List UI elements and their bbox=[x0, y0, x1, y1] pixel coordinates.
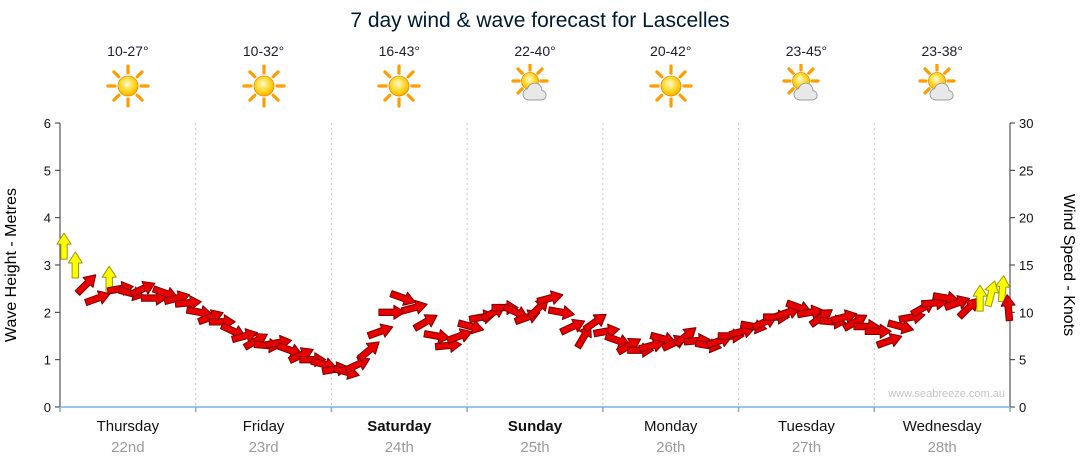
wind-arrow bbox=[287, 347, 314, 364]
axis-text: 5 bbox=[1019, 353, 1026, 368]
wind-arrow bbox=[592, 323, 621, 339]
wind-arrow bbox=[943, 295, 971, 311]
weather-icons-row bbox=[60, 64, 1010, 114]
day-label-thursday: Thursday 22nd bbox=[60, 418, 196, 456]
wind-arrow bbox=[796, 304, 824, 320]
day-date: 26th bbox=[656, 439, 686, 456]
axis-text: 0 bbox=[1019, 400, 1026, 415]
wind-arrow bbox=[174, 295, 202, 311]
axis-text: 20 bbox=[1019, 211, 1033, 226]
axis-text: 3 bbox=[44, 258, 51, 273]
wind-arrow bbox=[231, 328, 258, 343]
wind-arrow bbox=[400, 299, 428, 315]
temp-range-saturday: 16-43° bbox=[378, 43, 420, 59]
axis-text: 25 bbox=[1019, 163, 1033, 178]
wind-arrow bbox=[67, 251, 83, 279]
temp-range-tuesday: 23-45° bbox=[785, 43, 828, 59]
axis-text: 2 bbox=[44, 305, 51, 320]
wind-arrow bbox=[129, 281, 156, 298]
day-date: 24th bbox=[384, 439, 414, 456]
axis-text: 6 bbox=[44, 116, 51, 131]
wind-arrow bbox=[875, 332, 903, 349]
day-name: Sunday bbox=[507, 418, 563, 435]
wind-arrow bbox=[423, 328, 451, 344]
axis-text: 30 bbox=[1019, 116, 1033, 131]
axis-text: 0 bbox=[44, 400, 51, 415]
day-name: Monday bbox=[644, 418, 698, 435]
wind-arrow bbox=[536, 290, 564, 306]
axis-text: www.seabreeze.com.au bbox=[887, 388, 1005, 400]
wind-arrow bbox=[378, 304, 406, 320]
axis-text: 10 bbox=[1019, 305, 1033, 320]
day-label-saturday: Saturday 24th bbox=[331, 418, 467, 456]
wind-arrow bbox=[56, 232, 72, 260]
wind-arrow bbox=[559, 318, 586, 336]
temp-range-friday: 10-32° bbox=[242, 43, 285, 59]
temp-range-monday: 20-42° bbox=[650, 43, 692, 59]
wind-arrow bbox=[356, 341, 380, 362]
day-name: Wednesday bbox=[902, 418, 982, 435]
day-name: Thursday bbox=[96, 418, 160, 435]
day-labels-row: Thursday 22nd Friday 23rd Saturday 24th … bbox=[60, 418, 1010, 456]
sun-cloud-icon bbox=[467, 64, 603, 114]
day-label-friday: Friday 23rd bbox=[196, 418, 332, 456]
temp-range-wednesday: 23-38° bbox=[921, 43, 963, 59]
wind-arrow bbox=[84, 290, 111, 307]
day-label-monday: Monday 26th bbox=[603, 418, 739, 456]
wind-arrow bbox=[638, 337, 666, 353]
sun-icon bbox=[196, 64, 332, 114]
sun-icon bbox=[331, 64, 467, 114]
wind-arrow bbox=[389, 290, 416, 306]
axis-text: Wave Height - Metres bbox=[3, 188, 20, 342]
wind-arrow bbox=[830, 309, 858, 325]
wind-arrow bbox=[445, 328, 473, 344]
day-label-tuesday: Tuesday 27th bbox=[739, 418, 875, 456]
wind-arrow bbox=[582, 313, 607, 333]
sun-icon bbox=[603, 64, 739, 114]
wind-arrow bbox=[972, 284, 988, 312]
day-date: 22nd bbox=[111, 439, 145, 456]
day-name: Tuesday bbox=[777, 418, 835, 435]
sun-cloud-icon bbox=[739, 64, 875, 114]
day-date: 27th bbox=[791, 439, 822, 456]
day-label-sunday: Sunday 25th bbox=[467, 418, 603, 456]
axis-text: Wind Speed - Knots bbox=[1060, 194, 1077, 336]
axis-text: 5 bbox=[44, 163, 51, 178]
day-name: Saturday bbox=[367, 418, 432, 435]
wind-arrow bbox=[344, 356, 371, 374]
wind-arrow bbox=[887, 319, 914, 335]
wind-arrow bbox=[412, 314, 438, 332]
wind-arrow bbox=[547, 305, 575, 321]
sun-cloud-icon bbox=[874, 64, 1010, 114]
axis-text: 1 bbox=[44, 353, 51, 368]
day-name: Friday bbox=[242, 418, 285, 435]
day-date: 25th bbox=[520, 439, 550, 456]
temperature-row: 10-27° 10-32° 16-43° 22-40° 20-42° 23-45… bbox=[60, 43, 1010, 59]
wind-arrow bbox=[366, 323, 394, 340]
axis-text: 15 bbox=[1019, 258, 1033, 273]
page-title: 7 day wind & wave forecast for Lascelles bbox=[350, 9, 730, 32]
temp-range-sunday: 22-40° bbox=[514, 43, 556, 59]
temp-range-thursday: 10-27° bbox=[107, 43, 149, 59]
wind-arrow bbox=[984, 280, 1000, 308]
sun-icon bbox=[60, 64, 196, 114]
wind-arrow bbox=[1000, 294, 1016, 322]
axis-text: 4 bbox=[44, 211, 51, 226]
wind-arrow bbox=[864, 323, 892, 339]
wind-arrow bbox=[673, 327, 697, 348]
day-date: 28th bbox=[927, 439, 957, 456]
day-date: 23rd bbox=[248, 439, 279, 456]
wind-arrow bbox=[74, 274, 97, 296]
wind-arrow bbox=[457, 319, 485, 335]
day-label-wednesday: Wednesday 28th bbox=[874, 418, 1010, 456]
